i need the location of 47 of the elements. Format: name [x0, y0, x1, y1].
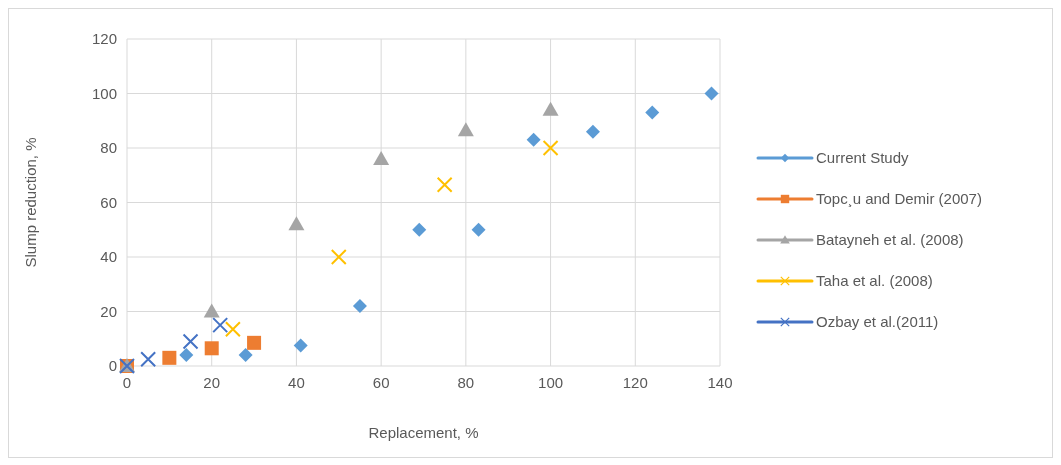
point [247, 335, 262, 350]
x-tick-label: 140 [707, 374, 733, 391]
point [179, 348, 194, 363]
legend-label: Batayneh et al. (2008) [816, 231, 964, 249]
point [162, 350, 177, 365]
point [436, 176, 453, 193]
legend-label: Taha et al. (2008) [816, 272, 933, 290]
y-tick-label: 80 [100, 139, 117, 157]
y-axis-title: Slump reduction, % [22, 137, 39, 268]
legend-label: Topc¸u and Demir (2007) [816, 190, 982, 208]
legend-label: Current Study [816, 149, 910, 167]
point [238, 348, 253, 363]
y-tick-label: 20 [100, 302, 117, 320]
point [585, 124, 600, 139]
point [412, 222, 427, 237]
x-tick-label: 20 [203, 374, 221, 391]
point [471, 222, 486, 237]
point [203, 303, 220, 318]
x-tick-label: 80 [457, 374, 475, 391]
point [212, 317, 229, 334]
point [140, 351, 157, 368]
point [224, 321, 241, 338]
point [542, 140, 559, 156]
x-axis-title: Replacement, % [368, 424, 479, 441]
point [204, 341, 219, 356]
point [293, 338, 308, 353]
point [645, 105, 660, 120]
x-tick-label: 60 [372, 374, 390, 391]
y-tick-label: 0 [108, 357, 117, 375]
y-tick-label: 60 [100, 193, 117, 211]
x-tick-label: 120 [622, 374, 648, 391]
point [288, 216, 305, 231]
point [330, 249, 347, 265]
point [704, 86, 719, 101]
x-tick-label: 0 [122, 374, 132, 391]
x-tick-label: 40 [288, 374, 305, 391]
y-tick-label: 100 [91, 84, 117, 102]
legend-label: Ozbay et al.(2011) [816, 313, 939, 331]
point [542, 101, 559, 116]
point [182, 333, 199, 350]
point [457, 122, 474, 137]
x-tick-label: 100 [538, 374, 564, 391]
point [526, 132, 541, 147]
y-tick-label: 40 [100, 248, 117, 266]
point [352, 299, 367, 314]
point [373, 150, 390, 165]
y-tick-label: 120 [91, 30, 117, 48]
